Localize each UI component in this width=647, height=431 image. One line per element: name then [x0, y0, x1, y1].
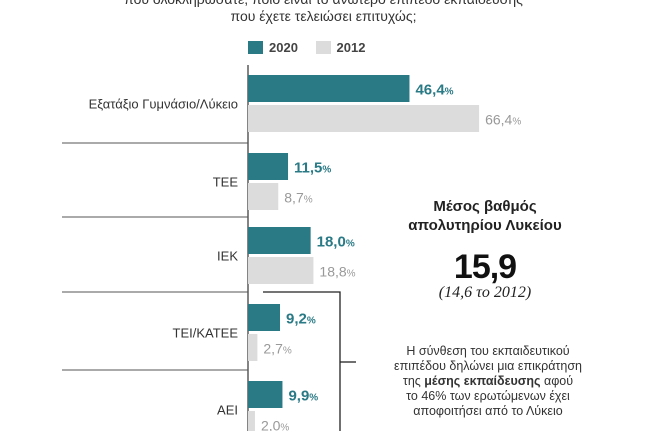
annotation-line3-pre: της — [402, 374, 425, 388]
annotation-line3-post: αφού — [540, 374, 574, 388]
chart-title-line1: που ολοκληρώσατε, ποιο είναι το ανώτερο … — [0, 0, 647, 8]
chart-title-line2: που έχετε τελειώσει επιτυχώς; — [230, 8, 417, 24]
average-grade-title-line1: Μέσος βαθμός — [433, 198, 537, 215]
annotation-line3: της μέσης εκπαίδευσης αφού — [360, 374, 616, 389]
average-grade-value: 15,9 — [453, 248, 517, 286]
percent-sign: % — [280, 423, 289, 431]
data-label-2012: 2,7% — [263, 341, 291, 357]
annotation-text: Η σύνθεση του εκπαιδευτικού επιπέδου δηλ… — [360, 344, 616, 419]
data-label-2012: 18,8% — [319, 264, 355, 280]
data-label-2020: 46,4% — [415, 82, 453, 99]
percent-sign: % — [322, 165, 331, 176]
bar-2020 — [248, 75, 410, 102]
data-label-2012: 2,0% — [261, 418, 289, 431]
category-label: Εξατάξιο Γυμνάσιο/Λύκειο — [89, 97, 238, 112]
annotation-line3-bold: μέσης εκπαίδευσης — [424, 374, 541, 388]
data-label-2020: 11,5% — [294, 160, 331, 177]
percent-sign: % — [346, 239, 355, 250]
category-label: ΤΕΕ — [213, 175, 239, 190]
legend-item-2020: 2020 — [248, 40, 302, 55]
percent-sign: % — [283, 346, 292, 357]
average-grade-note: (14,6 το 2012) — [438, 284, 532, 301]
average-grade-title: Μέσος βαθμός απολυτηρίου Λυκείου — [400, 197, 570, 235]
category-label: ΤΕΙ/ΚΑΤΕΕ — [173, 326, 239, 341]
percent-sign: % — [347, 269, 356, 280]
legend: 2020 2012 — [248, 40, 379, 55]
annotation-line5: αποφοιτήσει από το Λύκειο — [413, 404, 563, 418]
data-label-2012: 8,7% — [284, 190, 312, 206]
legend-label-2012: 2012 — [336, 40, 366, 55]
bar-2012 — [248, 411, 255, 431]
average-grade-title-line2: απολυτηρίου Λυκείου — [408, 217, 562, 234]
percent-sign: % — [445, 87, 454, 98]
legend-label-2020: 2020 — [269, 40, 298, 55]
bar-2012 — [248, 257, 314, 284]
bar-2020 — [248, 227, 311, 254]
percent-sign: % — [512, 117, 521, 128]
category-label: ΙΕΚ — [217, 249, 238, 264]
bar-2012 — [248, 183, 279, 210]
annotation-line4: το 46% των ερωτώμενων έχει — [406, 389, 570, 403]
bar-2020 — [248, 381, 283, 408]
legend-swatch-2020 — [248, 41, 263, 54]
bar-2020 — [248, 304, 281, 331]
annotation-connector — [263, 291, 341, 431]
data-label-2020: 9,2% — [286, 311, 316, 328]
category-label: ΑΕΙ — [217, 403, 238, 418]
data-label-2020: 9,9% — [288, 388, 318, 405]
legend-swatch-2012 — [315, 41, 331, 54]
data-label-2020: 18,0% — [317, 234, 355, 251]
bar-2020 — [248, 153, 289, 180]
annotation-line2: επιπέδου δηλώνει μια επικράτηση — [394, 359, 582, 373]
data-label-2012: 66,4% — [485, 112, 521, 128]
bar-2012 — [248, 334, 258, 361]
percent-sign: % — [309, 393, 318, 404]
percent-sign: % — [307, 316, 316, 327]
annotation-line1: Η σύνθεση του εκπαιδευτικού — [406, 344, 570, 358]
percent-sign: % — [304, 195, 313, 206]
legend-item-2012: 2012 — [315, 40, 366, 55]
bar-2012 — [248, 105, 480, 132]
